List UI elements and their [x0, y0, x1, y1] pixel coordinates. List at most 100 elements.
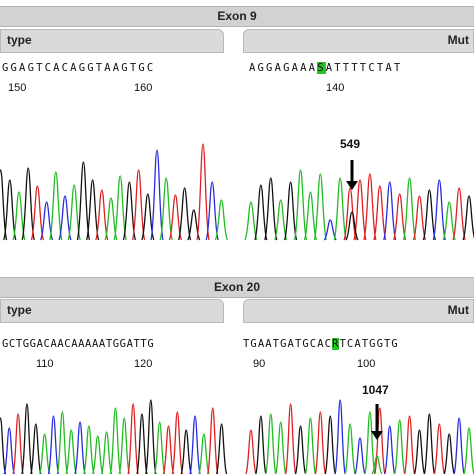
exon-9-mutant-peak [462, 195, 474, 241]
exon-9-wildtype-peak [76, 161, 91, 241]
exon-9-mutant-peak [274, 199, 288, 241]
exon-20-title: Exon 20 [213, 280, 261, 294]
exon-9-mutant-peak [333, 177, 347, 241]
exon-9-mutant-peak [363, 173, 377, 241]
exon-20-wildtype-peak [109, 407, 122, 474]
exon-20-mutant-peak [334, 399, 346, 474]
exon-9-wildtype-peak [39, 201, 54, 241]
exon-20-wildtype-peak [180, 429, 192, 474]
exon-20-wildtype-peak [74, 421, 86, 474]
exon-20-mutant-peak [275, 421, 287, 474]
exon-20-mutant-peak [314, 411, 326, 474]
exon-9-mutant-peak [313, 173, 327, 241]
exon-9-wildtype-peak [159, 177, 173, 241]
exon-9-wildtype-peak [3, 179, 17, 241]
exon-20-mutant-peak [354, 437, 366, 474]
exon-20-wildtype-peak [92, 435, 104, 474]
exon-9-wildtype-tab: type [0, 29, 224, 53]
exon-9-mutant-peak [383, 181, 397, 241]
exon-20-mut-position-1: 90 [253, 358, 266, 370]
exon-9-wildtype-peak [150, 149, 164, 241]
exon-9-mutant-peak [373, 185, 387, 241]
exon-9-mutant-label: Mut [447, 33, 469, 47]
exon-20-wildtype-peak [12, 413, 24, 474]
exon-20-mutant-peak [324, 415, 336, 474]
exon-9-title: Exon 9 [217, 9, 257, 23]
exon-20-header: Exon 20 [0, 277, 474, 298]
exon-9-mutant-peak [452, 187, 466, 241]
exon-20-wildtype-peak [65, 429, 77, 474]
exon-20-wildtype-peak [145, 399, 157, 474]
exon-9-wt-position-2: 160 [134, 82, 153, 94]
exon-20-mutant-peak [394, 419, 406, 474]
exon-9-wildtype-peak [205, 181, 219, 241]
exon-20-wildtype-peak [127, 403, 139, 474]
exon-20-mutant-peak [265, 413, 277, 474]
exon-20-mutant-peak [423, 413, 436, 474]
exon-9-wildtype-peak [30, 185, 45, 241]
exon-20-mutant-peak [255, 415, 267, 474]
exon-20-mutation-arrow [371, 404, 383, 440]
exon-9-wildtype-peak [141, 193, 155, 241]
exon-20-mutant-peak [344, 423, 356, 474]
exon-9-wildtype-peak [196, 143, 210, 241]
exon-9-wildtype-peak [113, 175, 127, 241]
exon-9-mutant-peak [244, 201, 258, 241]
exon-20-wildtype-peak [100, 431, 113, 474]
exon-20-wildtype-peak [215, 423, 228, 474]
exon-9-wildtype-peak [177, 187, 192, 241]
exon-20-wildtype-peak [118, 417, 130, 474]
exon-9-mutation-label: 549 [340, 137, 361, 151]
exon-20-wildtype-peak [39, 433, 51, 474]
exon-9-mutant-peak [412, 195, 427, 241]
exon-9-wildtype-peak [0, 169, 8, 241]
exon-9-wildtype-peak [58, 195, 72, 241]
exon-20-secondary-peak [371, 455, 383, 474]
exon-20-mutant-tab: Mut [243, 299, 474, 323]
exon-9-mutant-peak [442, 201, 456, 241]
exon-20-mutant-peak [294, 425, 307, 474]
exon-20-wildtype-peak [3, 427, 15, 474]
exon-9-mutation-site: S [317, 62, 326, 74]
exon-9-wildtype-peak [95, 189, 109, 241]
exon-9-mutant-peak [402, 177, 417, 241]
exon-20-mutant-peak [443, 433, 455, 474]
exon-9-wildtype-peak [67, 184, 81, 241]
exon-20-wildtype-peak [136, 413, 148, 474]
exon-20-wildtype-peak [83, 425, 95, 474]
exon-20-mutant-peak [453, 417, 465, 474]
exon-9-mutant-peak [422, 189, 437, 241]
exon-20-wildtype-peak [56, 411, 68, 474]
exon-20-wildtype-peak [0, 417, 7, 474]
exon-20-wildtype-sequence: GCTGGACAACAAAAATGGATTG [2, 338, 155, 350]
exon-9-wildtype-peak [21, 167, 35, 241]
exon-20-mutant-peak [384, 425, 396, 474]
exon-20-mutant-peak [245, 429, 257, 474]
exon-9-mutant-sequence: AGGAGAAASATTTTCTAT [249, 62, 403, 74]
exon-20-mutant-sequence: TGAATGATGCACRTCATGGTG [243, 338, 399, 350]
exon-20-mutant-peak [413, 429, 426, 474]
exon-20-mut-position-2: 100 [357, 358, 376, 370]
exon-20-mutation-label: 1047 [362, 383, 389, 397]
exon-20-wildtype-peak [162, 425, 175, 474]
exon-9-mutant-peak [303, 191, 318, 241]
exon-9-wildtype-peak [85, 179, 100, 241]
exon-9-mutant-peak [343, 187, 357, 241]
exon-20-mutant-peak [463, 427, 474, 474]
exon-20-mutant-peak [364, 411, 376, 474]
exon-9-mutant-peak [353, 179, 367, 241]
exon-20-mutant-peak [433, 423, 445, 474]
exon-20-wildtype-peak [154, 421, 166, 474]
exon-9-mutant-tab: Mut [243, 29, 474, 53]
exon-9-wildtype-peak [168, 194, 183, 241]
exon-20-mutation-site: R [332, 338, 340, 350]
exon-9-mutant-peak [254, 184, 268, 241]
exon-9-wildtype-peak [122, 181, 137, 241]
exon-9-mutant-peak [323, 219, 337, 241]
exon-9-wildtype-peak [49, 171, 63, 241]
exon-20-wt-position-2: 120 [134, 358, 153, 370]
exon-9-header: Exon 9 [0, 6, 474, 27]
exon-20-wildtype-peak [21, 403, 33, 474]
exon-20-wildtype-peak [207, 407, 219, 474]
